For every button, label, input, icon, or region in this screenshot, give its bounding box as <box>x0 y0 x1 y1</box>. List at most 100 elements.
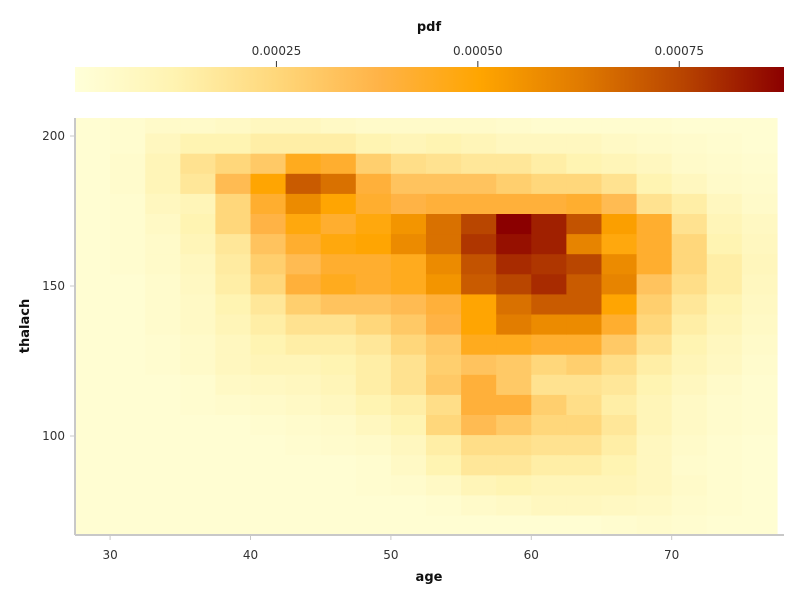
heatmap-cell <box>741 313 778 335</box>
heatmap-cell <box>390 173 427 194</box>
heatmap-cell <box>531 293 567 315</box>
heatmap-cell <box>461 213 497 235</box>
heatmap-cell <box>636 474 673 496</box>
heatmap-cell <box>355 454 392 476</box>
heatmap-cell <box>250 273 287 295</box>
heatmap-cell <box>706 334 743 355</box>
heatmap-cell <box>601 354 638 375</box>
heatmap-cell <box>531 514 567 536</box>
heatmap-cell <box>706 193 743 214</box>
heatmap-cell <box>75 193 111 214</box>
heatmap-cell <box>531 118 567 134</box>
heatmap-cell <box>285 394 322 415</box>
heatmap-cell <box>706 253 743 275</box>
heatmap-cell <box>250 454 287 476</box>
heatmap-cell <box>706 354 743 375</box>
heatmap-cell <box>425 334 462 355</box>
heatmap-cell <box>215 193 252 214</box>
heatmap-cell <box>531 273 567 295</box>
heatmap-cell <box>496 434 532 456</box>
x-tick-label: 50 <box>383 548 398 562</box>
heatmap-cell <box>215 153 252 174</box>
x-tick-label: 70 <box>664 548 679 562</box>
heatmap-cell <box>75 354 111 375</box>
heatmap-cell <box>601 394 638 415</box>
heatmap-cell <box>180 253 216 275</box>
heatmap-cell <box>180 233 216 255</box>
heatmap-cell <box>145 273 181 295</box>
heatmap-cell <box>250 233 287 255</box>
heatmap-cell <box>180 213 216 235</box>
heatmap-cell <box>671 414 708 436</box>
heatmap-cell <box>671 474 708 496</box>
heatmap-cell <box>741 414 778 436</box>
heatmap-cell <box>531 474 567 496</box>
heatmap-cell <box>741 394 778 415</box>
heatmap-cell <box>390 354 427 375</box>
heatmap-cell <box>390 253 427 275</box>
heatmap-cell <box>636 193 673 214</box>
heatmap-cell <box>601 414 638 436</box>
heatmap-cell <box>390 374 427 395</box>
heatmap-cell <box>566 293 603 315</box>
heatmap-cell <box>215 374 252 395</box>
heatmap-cell <box>75 273 111 295</box>
heatmap-cell <box>390 293 427 315</box>
heatmap-cell <box>566 354 603 375</box>
heatmap-cell <box>75 133 111 154</box>
heatmap-cell <box>250 173 287 194</box>
heatmap-cell <box>636 153 673 174</box>
heatmap-cell <box>566 434 603 456</box>
heatmap-cell <box>425 474 462 496</box>
heatmap-cell <box>706 454 743 476</box>
heatmap-cell <box>531 494 567 516</box>
heatmap-cell <box>741 434 778 456</box>
heatmap-cell <box>496 233 532 255</box>
heatmap-cell <box>461 153 497 174</box>
heatmap-cell <box>320 414 357 436</box>
heatmap-cell <box>215 233 252 255</box>
heatmap-cell <box>110 193 146 214</box>
heatmap-cell <box>355 173 392 194</box>
heatmap-cell <box>636 394 673 415</box>
heatmap-cell <box>285 313 322 335</box>
heatmap-cell <box>320 334 357 355</box>
heatmap-cell <box>671 253 708 275</box>
heatmap-cell <box>461 313 497 335</box>
heatmap-cell <box>741 118 778 134</box>
axes: 30 40 50 60 70 100 150 200 age thalach <box>18 118 784 585</box>
heatmap-cell <box>145 514 181 536</box>
heatmap-cell <box>250 434 287 456</box>
heatmap-cell <box>531 313 567 335</box>
heatmap-cell <box>566 118 603 134</box>
heatmap-cell <box>355 514 392 536</box>
heatmap-cell <box>461 354 497 375</box>
heatmap-cell <box>671 454 708 476</box>
heatmap-cell <box>671 354 708 375</box>
heatmap-cell <box>320 394 357 415</box>
heatmap-cell <box>285 233 322 255</box>
heatmap-cell <box>285 253 322 275</box>
x-axis-title: age <box>416 570 443 585</box>
heatmap-cell <box>461 414 497 436</box>
heatmap-cell <box>706 494 743 516</box>
heatmap-cell <box>250 293 287 315</box>
heatmap-cell <box>355 494 392 516</box>
heatmap-cell <box>250 213 287 235</box>
heatmap-cell <box>285 474 322 496</box>
heatmap-cell <box>355 474 392 496</box>
heatmap-cell <box>741 354 778 375</box>
heatmap-cell <box>636 233 673 255</box>
heatmap-cells <box>75 118 778 536</box>
heatmap-cell <box>215 313 252 335</box>
heatmap-cell <box>601 494 638 516</box>
heatmap-cell <box>355 334 392 355</box>
heatmap-cell <box>250 334 287 355</box>
heatmap-cell <box>636 494 673 516</box>
heatmap-cell <box>566 414 603 436</box>
heatmap-cell <box>110 118 146 134</box>
x-tick-label: 30 <box>102 548 117 562</box>
heatmap-cell <box>355 273 392 295</box>
heatmap-cell <box>110 474 146 496</box>
heatmap-cell <box>706 153 743 174</box>
